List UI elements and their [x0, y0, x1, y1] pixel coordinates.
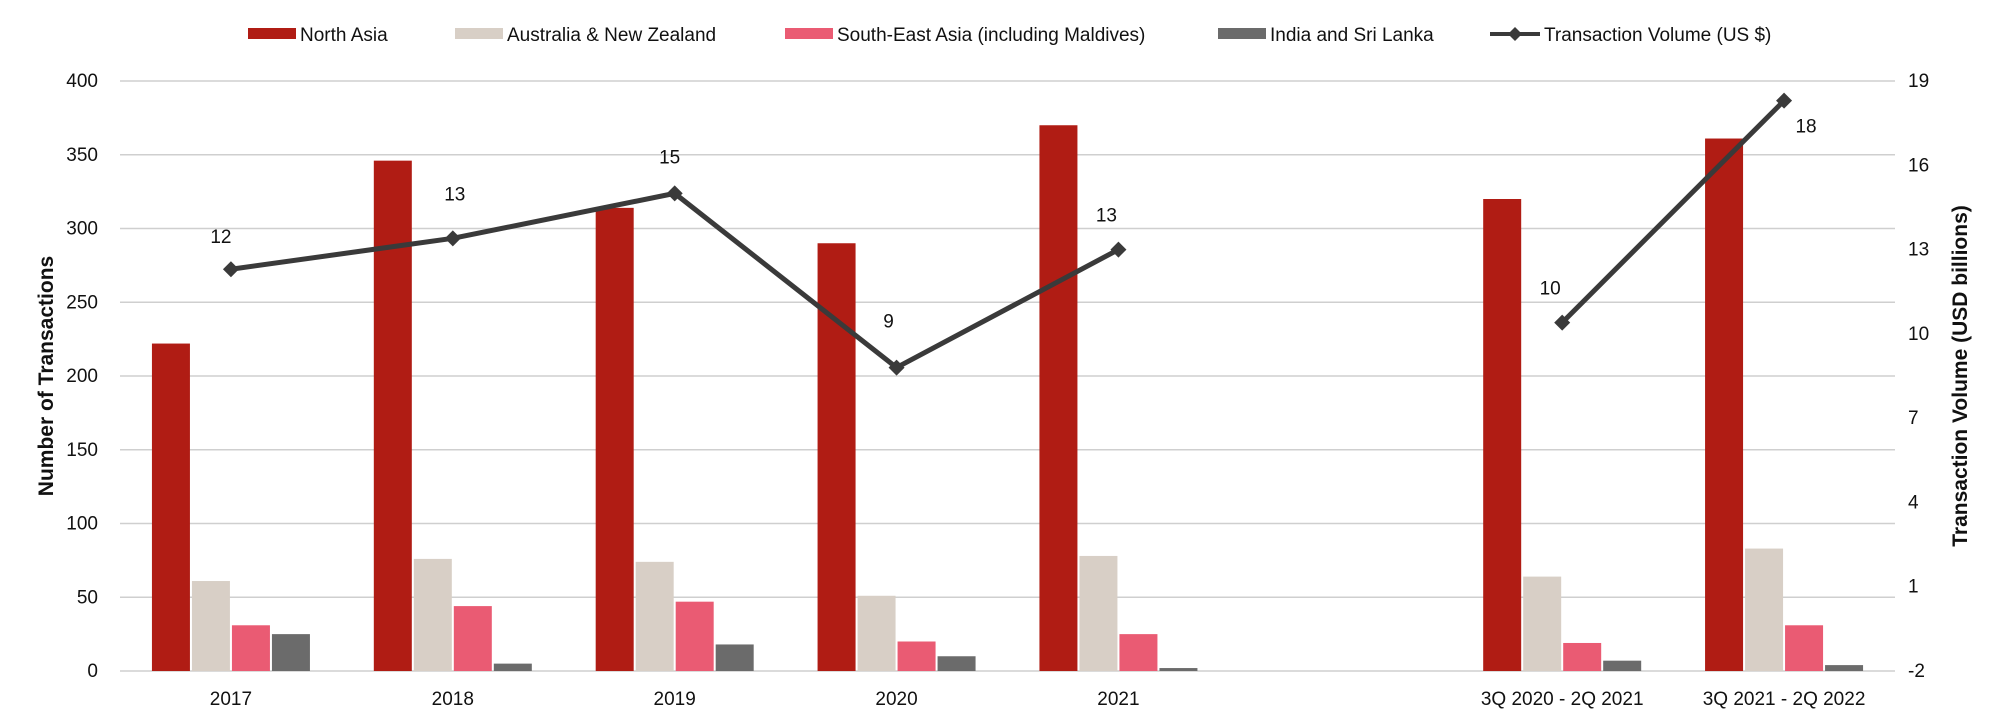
bar: [1785, 625, 1824, 671]
bar: [1745, 548, 1784, 671]
legend-swatch: [785, 28, 833, 39]
bar: [1483, 199, 1522, 671]
bar: [373, 160, 412, 671]
bar: [817, 243, 856, 671]
y2-axis-title: Transaction Volume (USD billions): [1949, 205, 1972, 547]
legend-label: South-East Asia (including Maldives): [837, 25, 1145, 46]
bar: [715, 644, 754, 671]
bar: [151, 343, 190, 671]
bar: [897, 641, 936, 671]
volume-data-label: 13: [444, 184, 465, 205]
legend-label: Australia & New Zealand: [507, 25, 716, 46]
volume-marker: [1776, 92, 1793, 109]
volume-marker: [666, 185, 683, 202]
volume-line: [230, 190, 1120, 371]
y-tick-label: 0: [87, 661, 98, 682]
y-axis-title: Number of Transactions: [35, 256, 58, 496]
bar: [857, 595, 896, 671]
volume-marker: [1554, 314, 1571, 331]
y-tick-label: 150: [66, 440, 98, 461]
bar: [1825, 665, 1864, 671]
x-tick-label: 2017: [210, 689, 252, 710]
y-tick-label: 250: [66, 292, 98, 313]
x-tick-label: 2021: [1097, 689, 1139, 710]
volume-data-label: 18: [1795, 117, 1816, 138]
bar: [595, 207, 634, 671]
x-tick-label: 2019: [654, 689, 696, 710]
bar: [635, 561, 674, 671]
y2-tick-label: 13: [1908, 240, 1929, 261]
x-tick-label: 2020: [875, 689, 917, 710]
y2-tick-label: 1: [1908, 577, 1919, 598]
bar: [1563, 642, 1602, 671]
bar: [937, 656, 976, 671]
volume-data-label: 9: [883, 312, 894, 333]
bar: [1705, 138, 1744, 671]
bar: [1039, 125, 1078, 671]
y2-tick-label: 10: [1908, 324, 1929, 345]
legend-swatch: [455, 28, 503, 39]
y2-tick-label: -2: [1908, 661, 1925, 682]
y-tick-label: 200: [66, 366, 98, 387]
y-tick-label: 50: [77, 587, 98, 608]
bar: [1079, 555, 1118, 671]
legend-label: India and Sri Lanka: [1270, 25, 1434, 46]
volume-data-label: 13: [1096, 206, 1117, 227]
volume-marker: [888, 359, 905, 376]
bar: [231, 625, 270, 671]
legend-label: North Asia: [300, 25, 388, 46]
bar: [271, 634, 310, 671]
legend-swatch: [248, 28, 296, 39]
x-tick-label: 3Q 2020 - 2Q 2021: [1481, 689, 1644, 710]
volume-data-label: 12: [210, 227, 231, 248]
bar: [1119, 634, 1158, 671]
y-tick-label: 350: [66, 145, 98, 166]
bar: [1603, 660, 1642, 671]
bar: [413, 558, 452, 671]
legend-marker: [1508, 27, 1522, 41]
volume-marker: [444, 230, 461, 247]
volume-data-label: 15: [659, 147, 680, 168]
volume-marker: [1110, 241, 1127, 258]
bar: [1523, 576, 1562, 671]
y-tick-label: 400: [66, 71, 98, 92]
bar: [675, 601, 714, 671]
y2-tick-label: 7: [1908, 408, 1919, 429]
volume-line: [1560, 98, 1786, 325]
legend-swatch: [1218, 28, 1266, 39]
volume-marker: [222, 261, 239, 278]
y2-tick-label: 16: [1908, 155, 1929, 176]
y-tick-label: 300: [66, 219, 98, 240]
legend-label: Transaction Volume (US $): [1544, 25, 1771, 46]
bar: [493, 663, 532, 671]
x-tick-label: 2018: [432, 689, 474, 710]
bar: [453, 606, 492, 671]
x-tick-label: 3Q 2021 - 2Q 2022: [1703, 689, 1866, 710]
y2-tick-label: 4: [1908, 492, 1919, 513]
y-tick-label: 100: [66, 514, 98, 535]
y2-tick-label: 19: [1908, 71, 1929, 92]
bar: [1159, 668, 1198, 671]
bar: [191, 581, 230, 671]
volume-data-label: 10: [1540, 279, 1561, 300]
